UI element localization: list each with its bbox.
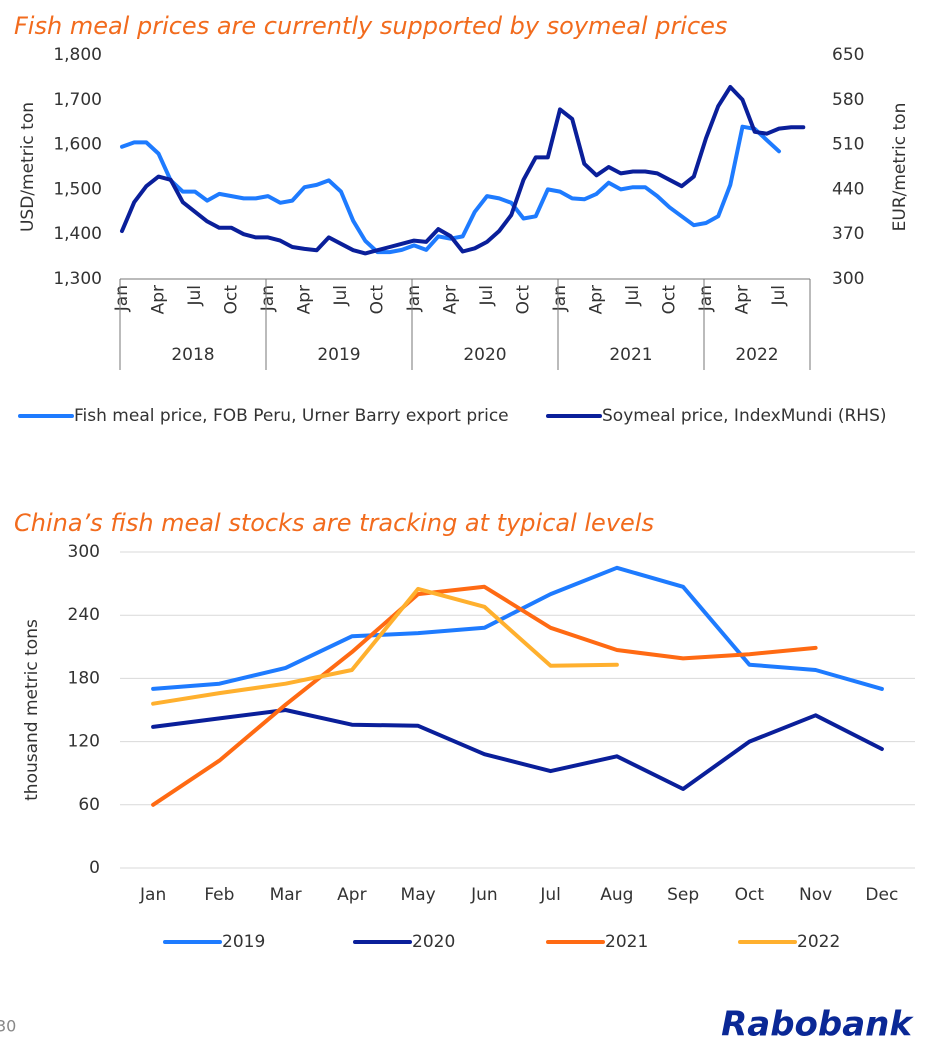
- y-tick-label: 1,600: [53, 135, 102, 155]
- legend-label: 2020: [412, 932, 455, 952]
- y-tick-label: 1,800: [53, 45, 102, 65]
- chart-title: China’s fish meal stocks are tracking at…: [14, 509, 654, 537]
- legend-label: 2019: [222, 932, 265, 952]
- x-tick-label: Jan: [258, 285, 278, 312]
- x-tick-label: Oct: [735, 885, 765, 905]
- x-tick-label: Jul: [539, 885, 561, 905]
- x-tick-label: Jun: [470, 885, 498, 905]
- brand-logo: Rabobank: [721, 1005, 914, 1045]
- legend-label: 2022: [797, 932, 840, 952]
- y-tick-label: 0: [89, 858, 100, 878]
- y2-tick-label: 650: [832, 45, 864, 65]
- x-tick-label: May: [401, 885, 436, 905]
- x-tick-label: Jul: [477, 285, 497, 307]
- y-tick-label: 1,400: [53, 224, 102, 244]
- y-axis-title: USD/metric ton: [18, 102, 38, 232]
- x-tick-label: Oct: [368, 285, 388, 315]
- x-tick-label: Apr: [587, 285, 607, 314]
- x-tick-label: Aug: [600, 885, 633, 905]
- y2-tick-label: 440: [832, 179, 864, 199]
- x-tick-label: Nov: [799, 885, 832, 905]
- y-tick-label: 1,700: [53, 90, 102, 110]
- y2-tick-label: 510: [832, 135, 864, 155]
- x-tick-label: Apr: [149, 285, 169, 314]
- y2-tick-label: 370: [832, 224, 864, 244]
- y-tick-label: 1,500: [53, 179, 102, 199]
- x-tick-label: Jan: [550, 285, 570, 312]
- x-tick-label: Apr: [733, 285, 753, 314]
- legend-label: Fish meal price, FOB Peru, Urner Barry e…: [74, 406, 509, 426]
- x-tick-label: Jul: [623, 285, 643, 307]
- x-tick-label: Oct: [660, 285, 680, 315]
- x-tick-label: Feb: [204, 885, 234, 905]
- y-tick-label: 60: [78, 795, 100, 815]
- series-line: [151, 584, 818, 807]
- y-tick-label: 1,300: [53, 269, 102, 289]
- y2-tick-label: 300: [832, 269, 864, 289]
- x-tick-label: Jan: [404, 285, 424, 312]
- x-tick-label: Jul: [185, 285, 205, 307]
- x-tick-label: Apr: [295, 285, 315, 314]
- y-tick-label: 120: [68, 732, 100, 752]
- y-tick-label: 300: [68, 542, 100, 562]
- x-tick-label: Oct: [222, 285, 242, 315]
- x-tick-label: Jan: [112, 285, 132, 312]
- year-label: 2019: [317, 345, 360, 365]
- series-line: [120, 85, 806, 256]
- year-label: 2020: [463, 345, 506, 365]
- year-label: 2018: [171, 345, 214, 365]
- x-tick-label: Jul: [769, 285, 789, 307]
- x-tick-label: Oct: [514, 285, 534, 315]
- x-tick-label: Apr: [441, 285, 461, 314]
- x-tick-label: Dec: [865, 885, 898, 905]
- page-number: 30: [0, 1017, 16, 1036]
- x-tick-label: Jan: [139, 885, 166, 905]
- series-line: [151, 565, 884, 691]
- series-line: [120, 124, 781, 255]
- x-tick-label: Sep: [667, 885, 699, 905]
- x-tick-label: Apr: [337, 885, 366, 905]
- chart-title: Fish meal prices are currently supported…: [14, 12, 727, 40]
- year-label: 2022: [735, 345, 778, 365]
- year-label: 2021: [609, 345, 652, 365]
- y-tick-label: 180: [68, 668, 100, 688]
- x-tick-label: Jan: [696, 285, 716, 312]
- legend-label: Soymeal price, IndexMundi (RHS): [602, 406, 887, 426]
- series-line: [151, 586, 619, 706]
- x-tick-label: Jul: [331, 285, 351, 307]
- legend-label: 2021: [605, 932, 648, 952]
- y-tick-label: 240: [68, 605, 100, 625]
- y-axis-title: thousand metric tons: [22, 619, 42, 801]
- y2-axis-title: EUR/metric ton: [890, 103, 910, 232]
- x-tick-label: Mar: [270, 885, 302, 905]
- y2-tick-label: 580: [832, 90, 864, 110]
